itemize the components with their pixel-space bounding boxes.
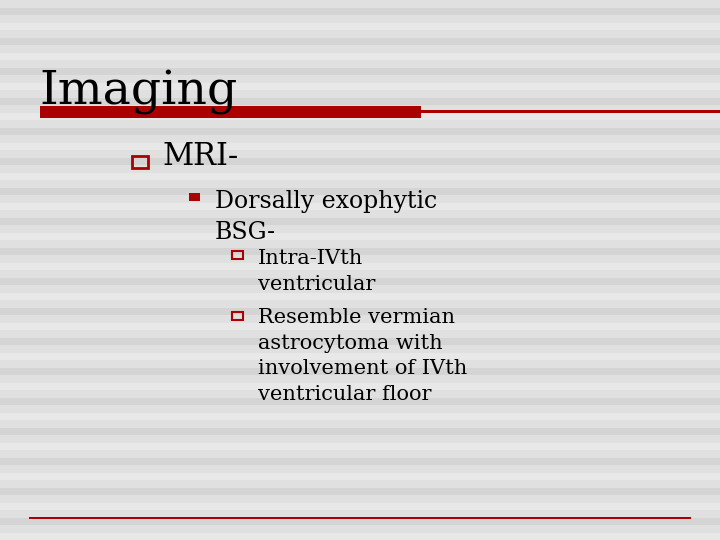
Bar [421,110,720,113]
Bar [232,251,243,259]
Bar [0,293,720,300]
Bar [0,52,720,60]
Text: Imaging: Imaging [40,70,238,116]
Bar [0,368,720,375]
Bar [0,202,720,210]
Bar [0,532,720,540]
Text: MRI-: MRI- [162,141,238,172]
Bar [0,127,720,135]
Bar [0,307,720,315]
Text: Dorsally exophytic
BSG-: Dorsally exophytic BSG- [215,190,437,244]
Bar [0,83,720,90]
Bar [132,156,148,168]
Bar [0,517,720,525]
Bar [0,278,720,285]
Bar [0,23,720,30]
Bar [0,112,720,120]
Bar [0,457,720,465]
Bar [0,488,720,495]
Bar [0,353,720,360]
Bar [0,233,720,240]
Bar [0,503,720,510]
Bar [40,106,421,118]
Bar [0,382,720,390]
Bar [0,218,720,225]
Bar [0,247,720,255]
Bar [0,143,720,150]
Bar [0,98,720,105]
Bar [0,442,720,450]
Bar [0,322,720,330]
Bar [29,517,691,519]
Bar [0,172,720,180]
Text: Intra-IVth
ventricular: Intra-IVth ventricular [258,249,375,294]
Text: Resemble vermian
astrocytoma with
involvement of IVth
ventricular floor: Resemble vermian astrocytoma with involv… [258,308,467,404]
Bar [0,472,720,480]
Bar [0,262,720,270]
Bar [0,158,720,165]
Bar [0,37,720,45]
Bar [0,338,720,345]
Bar [0,397,720,405]
Bar [189,193,200,201]
Bar [0,413,720,420]
Bar [0,187,720,195]
Bar [0,8,720,15]
Bar [0,68,720,75]
Bar [0,428,720,435]
Bar [232,312,243,320]
